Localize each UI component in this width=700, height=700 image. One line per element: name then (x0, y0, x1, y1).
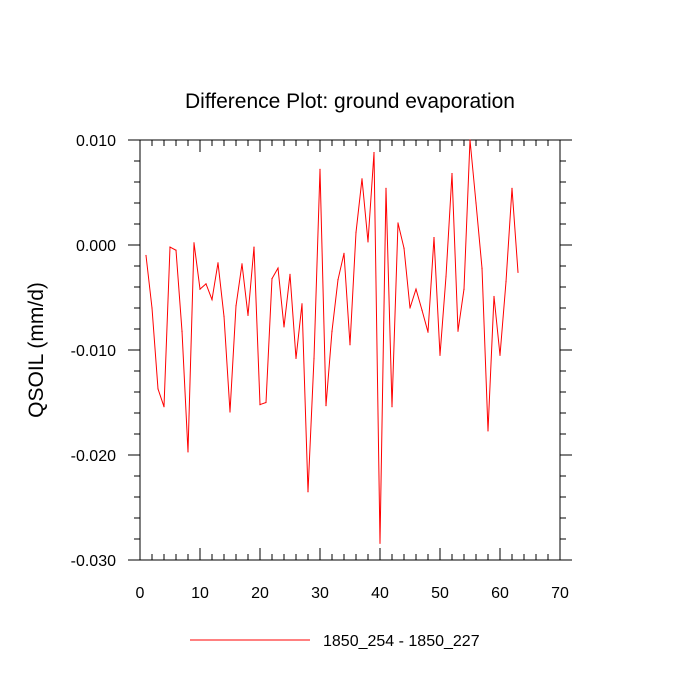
data-point (229, 411, 231, 413)
data-point (355, 231, 357, 233)
data-point (169, 246, 171, 248)
x-tick-label: 40 (371, 585, 389, 602)
data-point (451, 173, 453, 175)
data-point (253, 246, 255, 248)
x-tick-label: 70 (551, 585, 569, 602)
y-tick-labels: -0.030 -0.020 -0.010 0.000 0.010 (71, 133, 116, 570)
data-point (337, 279, 339, 281)
x-tick-label: 30 (311, 585, 329, 602)
data-point (511, 187, 513, 189)
data-point (427, 331, 429, 333)
data-point (247, 314, 249, 316)
axis-ticks (128, 139, 572, 561)
data-point (157, 388, 159, 390)
series-layer (145, 139, 519, 544)
data-point (277, 267, 279, 269)
legend: 1850_254 - 1850_227 (190, 633, 480, 650)
x-tick-label: 60 (491, 585, 509, 602)
x-tick-label: 10 (191, 585, 209, 602)
y-axis-label: QSOIL (mm/d) (25, 282, 48, 418)
data-point (211, 299, 213, 301)
data-point (481, 267, 483, 269)
data-point (295, 357, 297, 359)
data-point (343, 252, 345, 254)
data-point (493, 295, 495, 298)
data-point (517, 271, 519, 273)
data-point (439, 354, 441, 356)
x-tick-labels: 0 10 20 30 40 50 60 70 (136, 585, 569, 602)
data-point (367, 241, 369, 243)
data-point (193, 242, 195, 244)
data-point (181, 330, 183, 332)
data-point (469, 139, 471, 141)
data-point (433, 237, 435, 239)
plot-frame (139, 139, 561, 561)
data-point (463, 288, 465, 290)
data-point (163, 406, 165, 408)
y-tick-label: -0.020 (71, 448, 116, 465)
x-tick-label: 50 (431, 585, 449, 602)
y-tick-label: -0.030 (71, 553, 116, 570)
data-point (373, 152, 375, 154)
y-tick-label: 0.010 (76, 133, 116, 150)
y-tick-label: 0.000 (76, 238, 116, 255)
data-point (505, 281, 507, 283)
data-point (319, 168, 321, 170)
data-point (259, 404, 261, 406)
data-point (397, 222, 399, 224)
data-point (487, 430, 489, 432)
data-point (187, 451, 189, 453)
data-point (391, 406, 393, 408)
data-point (379, 542, 381, 544)
data-point (283, 326, 285, 328)
data-point (217, 262, 219, 264)
data-point (307, 491, 309, 493)
data-point (205, 283, 207, 285)
data-point (361, 178, 363, 180)
data-point (385, 187, 387, 189)
series-line (145, 139, 519, 544)
data-point (415, 288, 417, 290)
data-point (151, 307, 153, 309)
x-tick-label: 20 (251, 585, 269, 602)
data-point (223, 315, 225, 317)
data-point (331, 330, 333, 332)
x-tick-label: 0 (136, 585, 145, 602)
data-point (241, 263, 243, 265)
data-point (325, 405, 327, 407)
legend-label: 1850_254 - 1850_227 (323, 633, 480, 650)
data-point (445, 275, 447, 278)
data-point (475, 202, 477, 204)
chart-title: Difference Plot: ground evaporation (185, 90, 515, 113)
data-point (145, 254, 147, 257)
data-point (265, 401, 267, 404)
y-tick-label: -0.010 (71, 343, 116, 360)
data-point (175, 249, 177, 251)
data-point (235, 305, 237, 307)
data-point (421, 309, 423, 311)
data-point (289, 273, 291, 275)
data-point (499, 354, 501, 356)
data-point (313, 357, 315, 359)
data-point (349, 344, 351, 346)
data-point (409, 307, 411, 309)
data-point (271, 278, 273, 280)
data-point (199, 288, 201, 290)
data-point (457, 330, 459, 332)
data-point (403, 247, 405, 249)
data-point (301, 303, 303, 305)
